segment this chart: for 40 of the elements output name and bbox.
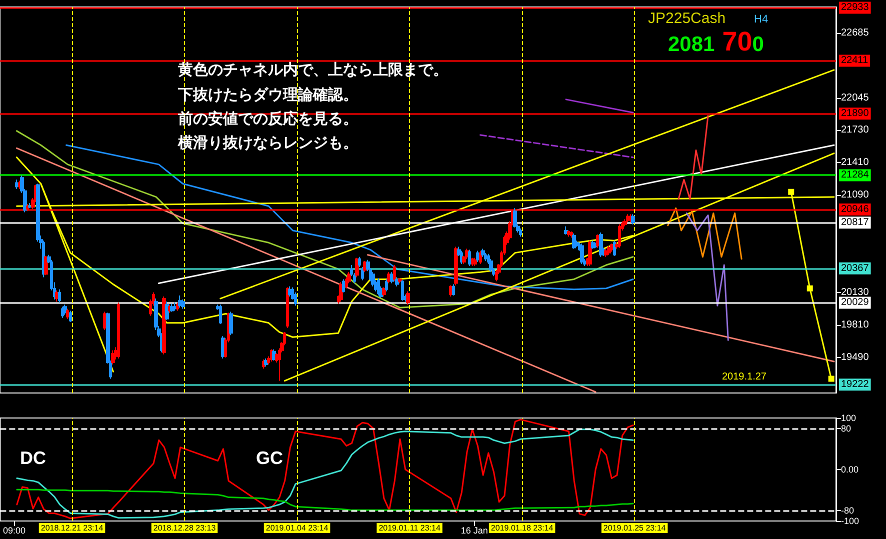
ref-line-label: 21284 bbox=[841, 170, 870, 181]
annotation: 前の安値での反応を見る。 bbox=[177, 110, 358, 128]
annotation: 下抜けたらダウ理論確認。 bbox=[177, 86, 358, 104]
ref-line-label: 20946 bbox=[841, 204, 870, 216]
annotation: 横滑り抜けならレンジも。 bbox=[177, 134, 358, 152]
y-tick-label: -80 bbox=[841, 506, 854, 516]
y-tick-label: 80 bbox=[841, 423, 852, 434]
ref-line-label: 20817 bbox=[841, 217, 870, 228]
annotation: 2081 700 bbox=[668, 26, 764, 56]
ref-line-label: 19222 bbox=[841, 379, 870, 390]
y-tick-label: 22045 bbox=[841, 92, 870, 104]
ref-line-label: 2019.01.25 23:14 bbox=[603, 524, 666, 532]
ref-line-label: 22933 bbox=[841, 2, 870, 14]
y-tick-label: 100 bbox=[841, 413, 856, 423]
annotation: JP225Cash bbox=[648, 10, 726, 27]
y-tick-label: 19810 bbox=[841, 319, 870, 330]
ref-line-label: 2019.01.18 23:14 bbox=[490, 524, 554, 532]
x-tick-label: 16 Jan bbox=[460, 526, 488, 536]
y-tick-label: 19490 bbox=[841, 352, 870, 363]
annotation: 2019.1.27 bbox=[722, 372, 767, 382]
annotation: DC bbox=[20, 448, 46, 468]
ref-line-label: 20029 bbox=[841, 297, 870, 308]
x-tick-label: 09:00 bbox=[2, 526, 26, 536]
ref-line-label: 2018.12.28 23:13 bbox=[153, 524, 216, 532]
annotation: H4 bbox=[754, 14, 768, 26]
y-tick-label: 0.00 bbox=[841, 464, 859, 474]
y-tick-label: 22685 bbox=[841, 27, 870, 38]
y-tick-label: 21410 bbox=[841, 156, 870, 168]
ref-line-label: 2018.12.21 23:14 bbox=[40, 524, 104, 532]
ref-line-label: 20367 bbox=[841, 262, 870, 274]
y-tick-label: 20130 bbox=[841, 286, 870, 298]
ref-line-label: 2019.01.04 23:14 bbox=[266, 524, 329, 532]
annotation: GC bbox=[256, 448, 283, 468]
y-tick-label: 21090 bbox=[841, 189, 870, 200]
ref-line-label: 2019.01.11 23:14 bbox=[378, 524, 441, 532]
annotation: 黄色のチャネル内で、上なら上限まで。 bbox=[177, 60, 448, 78]
ref-line-label: 21890 bbox=[841, 108, 870, 120]
ref-line-label: 22411 bbox=[841, 55, 869, 66]
y-tick-label: -100 bbox=[841, 516, 860, 526]
y-tick-label: 21730 bbox=[841, 124, 870, 136]
